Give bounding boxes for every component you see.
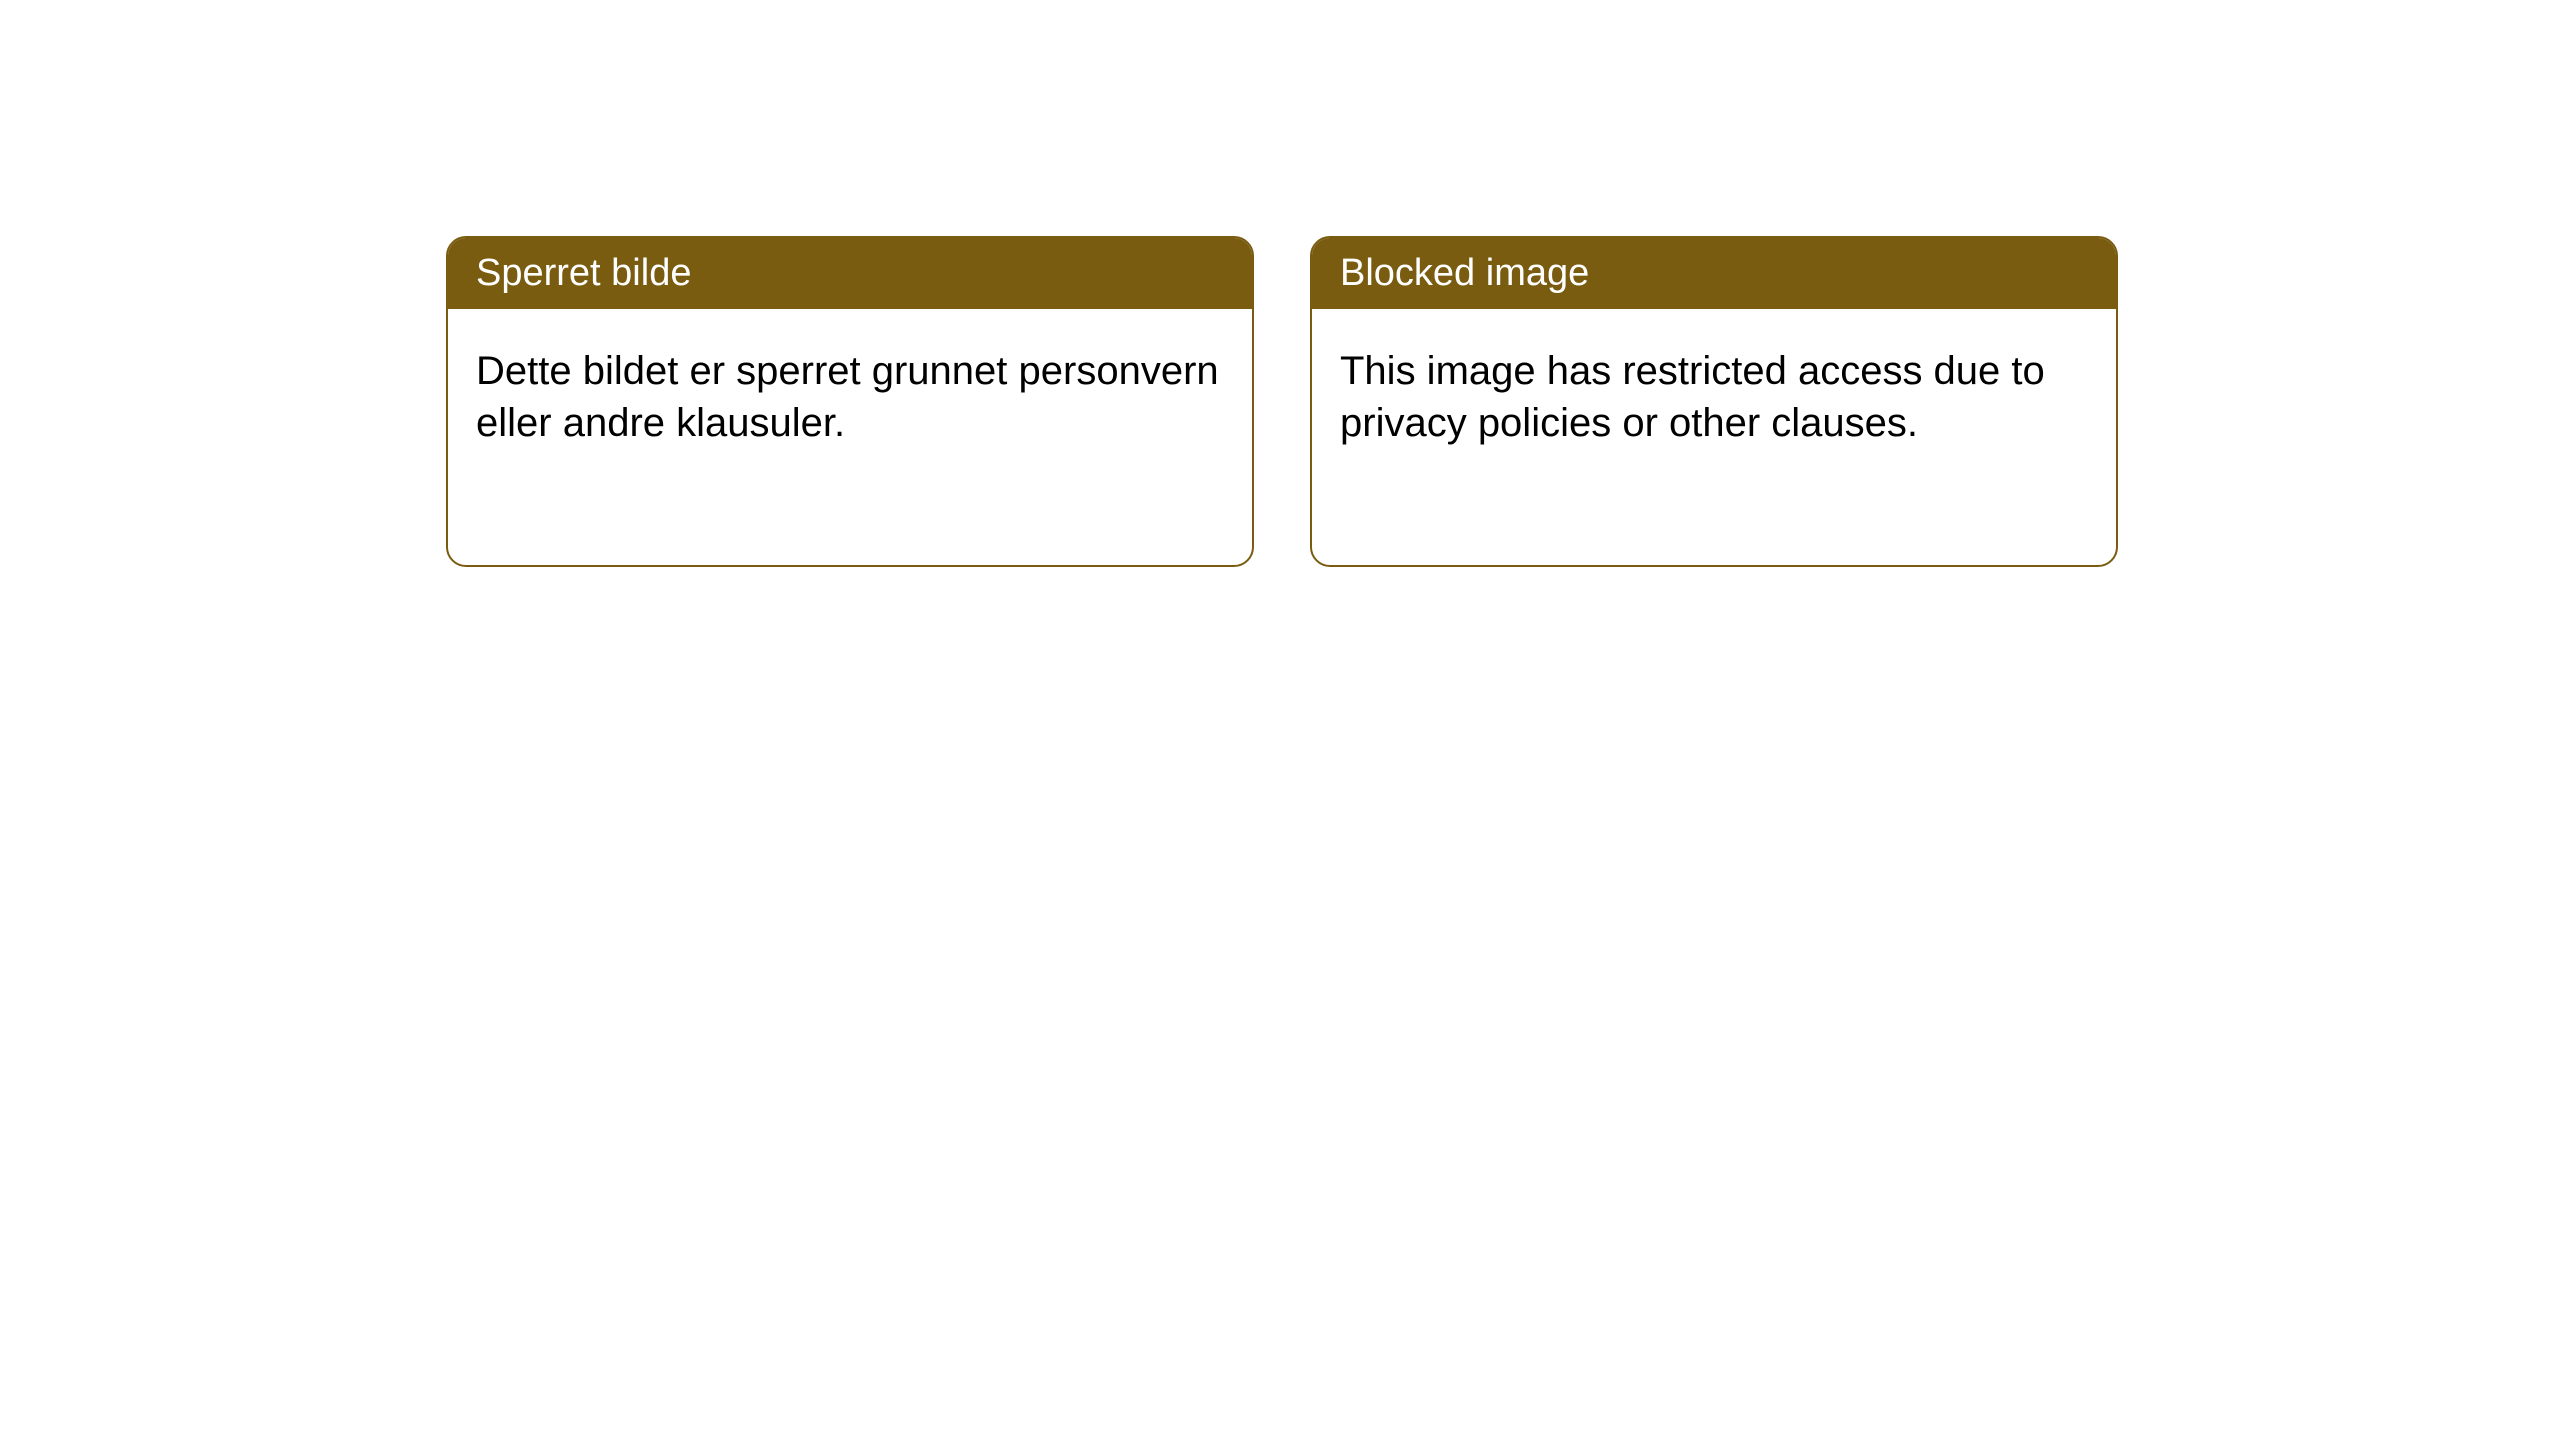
card-title-en: Blocked image <box>1340 252 1589 294</box>
card-body-no: Dette bildet er sperret grunnet personve… <box>448 309 1252 485</box>
card-body-en: This image has restricted access due to … <box>1312 309 2116 485</box>
blocked-image-card-en: Blocked image This image has restricted … <box>1310 236 2118 567</box>
card-body-text-en: This image has restricted access due to … <box>1340 349 2045 445</box>
blocked-image-card-no: Sperret bilde Dette bildet er sperret gr… <box>446 236 1254 567</box>
cards-container: Sperret bilde Dette bildet er sperret gr… <box>446 236 2560 567</box>
card-header-en: Blocked image <box>1312 238 2116 309</box>
card-body-text-no: Dette bildet er sperret grunnet personve… <box>476 349 1219 445</box>
card-title-no: Sperret bilde <box>476 252 691 294</box>
card-header-no: Sperret bilde <box>448 238 1252 309</box>
